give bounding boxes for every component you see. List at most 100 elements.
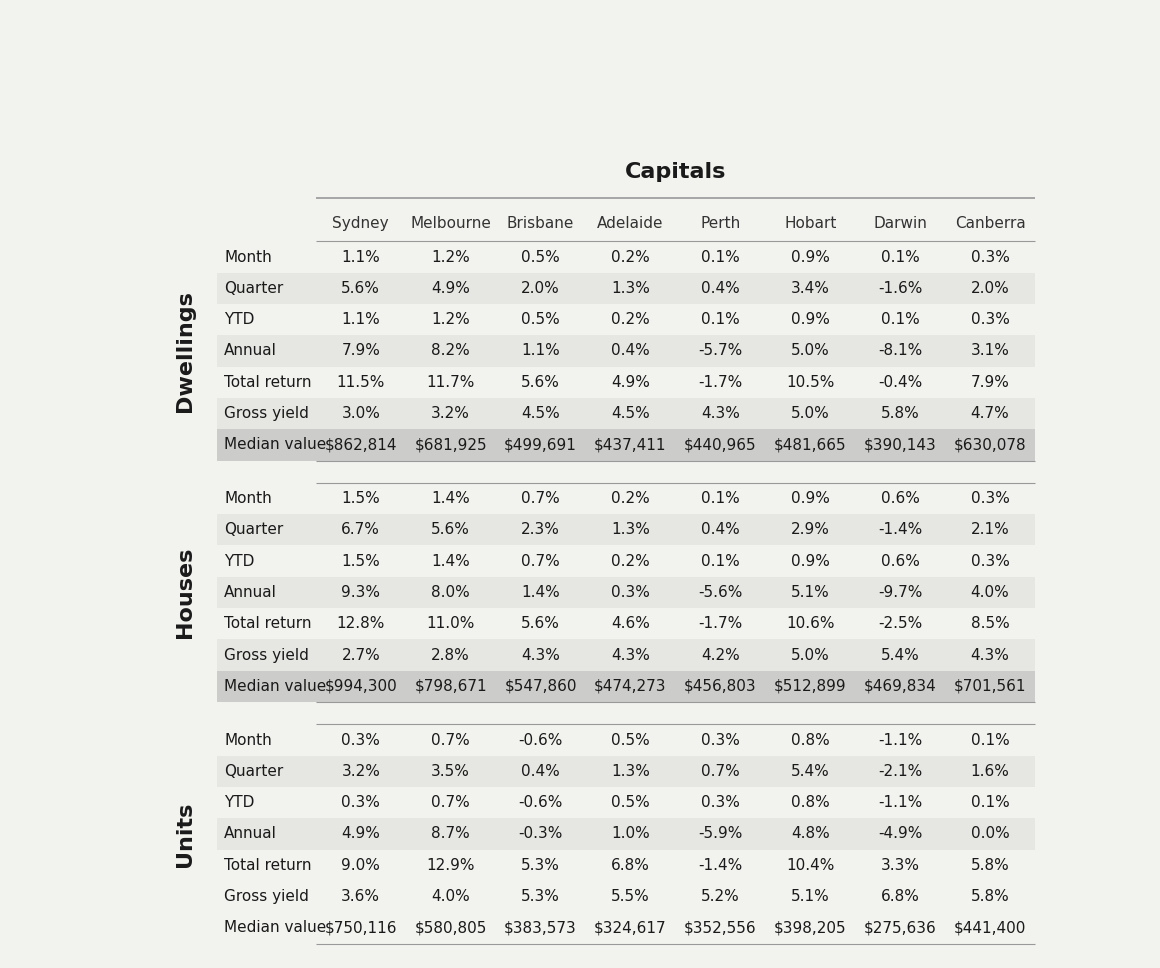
Text: 1.0%: 1.0% [611, 827, 650, 841]
Text: 8.2%: 8.2% [432, 344, 470, 358]
Text: $440,965: $440,965 [684, 438, 756, 452]
Bar [316, 881, 1035, 912]
Text: $681,925: $681,925 [414, 438, 487, 452]
Text: 4.7%: 4.7% [971, 406, 1009, 421]
Text: Annual: Annual [224, 585, 277, 600]
Text: $383,573: $383,573 [505, 921, 577, 935]
Text: 9.3%: 9.3% [341, 585, 380, 600]
Text: 0.3%: 0.3% [971, 312, 1009, 327]
Text: 0.1%: 0.1% [880, 312, 920, 327]
Text: 3.0%: 3.0% [341, 406, 380, 421]
Text: 5.8%: 5.8% [971, 889, 1009, 904]
Bar [316, 608, 1035, 640]
Text: -1.1%: -1.1% [878, 733, 922, 747]
Bar [316, 756, 1035, 787]
Text: $862,814: $862,814 [325, 438, 397, 452]
Text: Perth: Perth [701, 216, 740, 231]
Text: 0.1%: 0.1% [701, 491, 740, 506]
Text: $441,400: $441,400 [954, 921, 1027, 935]
Text: -1.7%: -1.7% [698, 375, 742, 390]
Text: 0.7%: 0.7% [521, 491, 560, 506]
Text: 0.1%: 0.1% [701, 312, 740, 327]
Text: -5.7%: -5.7% [698, 344, 742, 358]
Text: 8.5%: 8.5% [971, 617, 1009, 631]
Text: 1.4%: 1.4% [521, 585, 560, 600]
Text: 0.1%: 0.1% [880, 250, 920, 264]
Text: 0.4%: 0.4% [701, 523, 740, 537]
Text: 0.5%: 0.5% [611, 795, 650, 810]
Text: Median value: Median value [224, 438, 326, 452]
Text: -1.7%: -1.7% [698, 617, 742, 631]
Text: Total return: Total return [224, 375, 312, 390]
Text: 0.5%: 0.5% [611, 733, 650, 747]
Text: 1.5%: 1.5% [341, 554, 380, 568]
Text: 11.5%: 11.5% [336, 375, 385, 390]
Text: 4.0%: 4.0% [432, 889, 470, 904]
Text: 2.8%: 2.8% [432, 648, 470, 662]
Text: 0.3%: 0.3% [971, 250, 1009, 264]
Text: 4.3%: 4.3% [971, 648, 1009, 662]
Bar [316, 429, 1035, 461]
Text: 0.9%: 0.9% [791, 491, 829, 506]
Text: 0.1%: 0.1% [971, 733, 1009, 747]
Text: 0.3%: 0.3% [701, 733, 740, 747]
Text: -5.6%: -5.6% [698, 585, 742, 600]
Bar [217, 881, 316, 912]
Text: Darwin: Darwin [873, 216, 927, 231]
Text: 1.2%: 1.2% [432, 250, 470, 264]
Text: 0.1%: 0.1% [701, 554, 740, 568]
Text: -9.7%: -9.7% [878, 585, 922, 600]
Text: 11.0%: 11.0% [427, 617, 474, 631]
Text: 3.1%: 3.1% [971, 344, 1009, 358]
Text: 3.2%: 3.2% [341, 764, 380, 779]
Bar [217, 787, 316, 818]
Bar [217, 398, 316, 429]
Text: 4.9%: 4.9% [432, 281, 470, 296]
Text: 4.6%: 4.6% [611, 617, 650, 631]
Text: 1.6%: 1.6% [971, 764, 1009, 779]
Text: 3.5%: 3.5% [432, 764, 470, 779]
Text: 0.3%: 0.3% [971, 491, 1009, 506]
Text: -0.6%: -0.6% [519, 733, 563, 747]
Text: 2.7%: 2.7% [341, 648, 380, 662]
Text: Units: Units [175, 802, 195, 866]
Text: 0.3%: 0.3% [971, 554, 1009, 568]
Text: 12.8%: 12.8% [336, 617, 385, 631]
Text: 5.8%: 5.8% [971, 858, 1009, 873]
Text: $798,671: $798,671 [414, 679, 487, 694]
Text: $398,205: $398,205 [774, 921, 847, 935]
Text: 11.7%: 11.7% [427, 375, 474, 390]
Text: $512,899: $512,899 [774, 679, 847, 694]
Text: 0.7%: 0.7% [701, 764, 740, 779]
Text: Brisbane: Brisbane [507, 216, 574, 231]
Text: Median value: Median value [224, 679, 326, 694]
Text: 5.6%: 5.6% [521, 617, 560, 631]
Text: $275,636: $275,636 [864, 921, 936, 935]
Bar [217, 335, 316, 367]
Text: $580,805: $580,805 [414, 921, 487, 935]
Text: 0.3%: 0.3% [611, 585, 650, 600]
Text: YTD: YTD [224, 312, 254, 327]
Bar [316, 640, 1035, 671]
Text: -1.1%: -1.1% [878, 795, 922, 810]
Text: 4.3%: 4.3% [611, 648, 650, 662]
Text: 6.7%: 6.7% [341, 523, 380, 537]
Text: 4.3%: 4.3% [521, 648, 560, 662]
Text: 4.9%: 4.9% [341, 827, 380, 841]
Text: YTD: YTD [224, 554, 254, 568]
Text: 0.3%: 0.3% [701, 795, 740, 810]
Text: Capitals: Capitals [625, 162, 726, 182]
Text: 1.3%: 1.3% [611, 281, 650, 296]
Text: $547,860: $547,860 [505, 679, 577, 694]
Bar [217, 671, 316, 702]
Text: $469,834: $469,834 [864, 679, 936, 694]
Text: 1.3%: 1.3% [611, 523, 650, 537]
Text: $499,691: $499,691 [505, 438, 577, 452]
Bar [217, 483, 316, 514]
Bar [217, 608, 316, 640]
Text: $437,411: $437,411 [594, 438, 667, 452]
Text: 5.4%: 5.4% [791, 764, 829, 779]
Text: 9.0%: 9.0% [341, 858, 380, 873]
Bar [217, 724, 316, 756]
Text: -0.6%: -0.6% [519, 795, 563, 810]
